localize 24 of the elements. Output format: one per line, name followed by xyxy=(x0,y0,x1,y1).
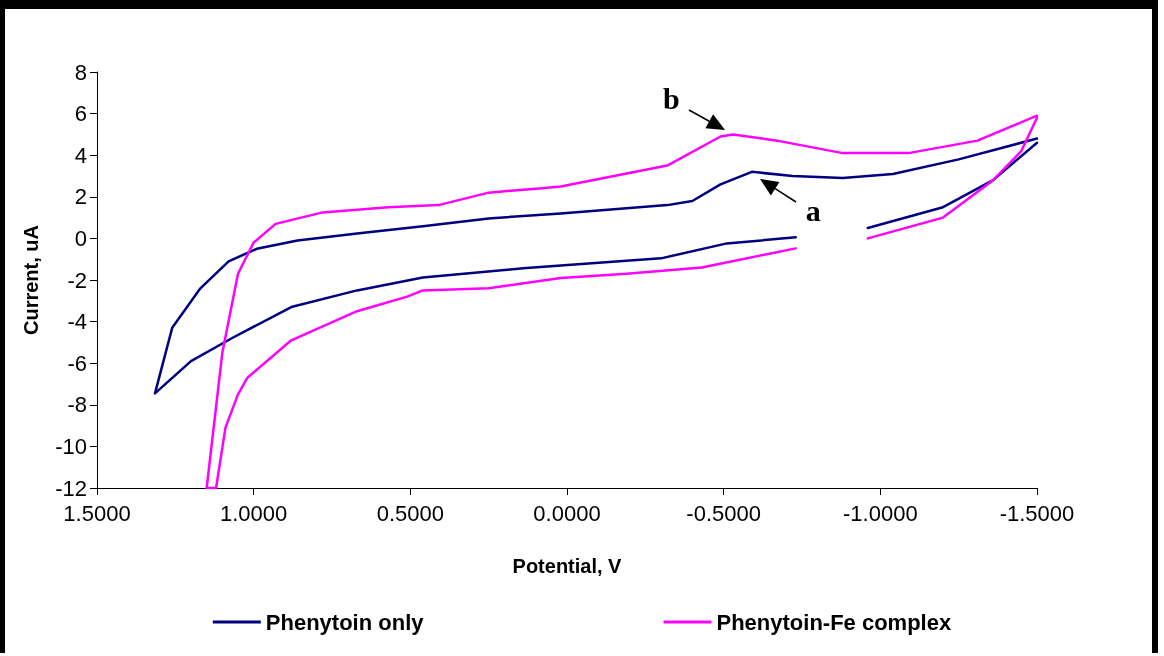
y-tick-label: -6 xyxy=(67,350,87,376)
x-tick-label: -0.5000 xyxy=(686,500,761,526)
x-tick-label: -1.5000 xyxy=(999,500,1075,526)
x-axis-title: Potential, V xyxy=(512,555,623,577)
y-tick-label: 8 xyxy=(74,59,87,85)
y-tick-label: -8 xyxy=(67,392,87,418)
legend-label: Phenytoin-Fe complex xyxy=(716,609,952,635)
y-tick-label: 2 xyxy=(74,184,87,210)
x-tick-label: 0.0000 xyxy=(533,500,601,526)
x-tick-label: 1.5000 xyxy=(63,500,131,526)
annotation: b xyxy=(659,82,684,116)
y-axis-title: Current, uA xyxy=(20,225,42,335)
x-tick-label: 0.5000 xyxy=(376,500,444,526)
y-tick-label: -4 xyxy=(67,309,87,335)
annotation: a xyxy=(801,193,825,227)
y-tick-label: -2 xyxy=(67,267,87,293)
y-tick-label: -10 xyxy=(55,433,87,459)
y-tick-label: -12 xyxy=(55,475,87,501)
y-tick-label: 6 xyxy=(74,101,87,127)
x-tick-label: 1.0000 xyxy=(220,500,288,526)
x-tick-label: -1.0000 xyxy=(843,500,918,526)
y-tick-label: 0 xyxy=(74,225,87,251)
y-tick-label: 4 xyxy=(74,142,87,168)
legend-label: Phenytoin only xyxy=(265,609,425,635)
